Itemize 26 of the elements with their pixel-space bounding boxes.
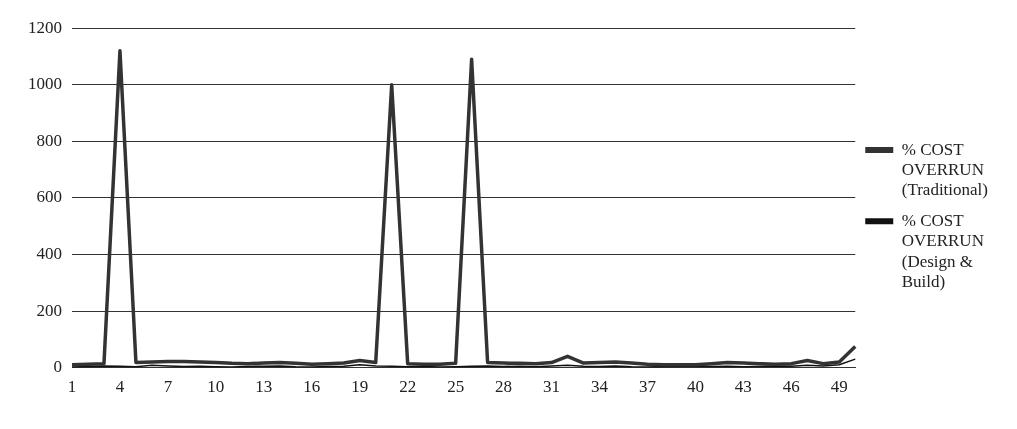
x-tick-label: 22: [399, 377, 417, 397]
x-tick-label: 7: [163, 377, 173, 397]
y-tick-label: 1000: [28, 74, 62, 94]
x-tick-label: 49: [830, 377, 848, 397]
y-tick-label: 200: [36, 300, 62, 320]
x-tick-label: 16: [303, 377, 321, 397]
legend-label: % COST OVERRUN (Traditional): [901, 139, 989, 200]
x-tick-label: 13: [255, 377, 273, 397]
y-tick-label: 400: [36, 243, 62, 263]
x-tick-label: 34: [590, 377, 609, 397]
y-tick-label: 1200: [28, 17, 62, 37]
x-tick-label: 40: [686, 377, 704, 397]
x-tick-label: 43: [734, 377, 752, 397]
legend-label: % COST OVERRUN (Design & Build): [901, 210, 984, 291]
y-tick-label: 800: [36, 130, 62, 150]
x-tick-label: 37: [638, 377, 657, 397]
x-tick-label: 28: [495, 377, 513, 397]
x-tick-label: 1: [67, 377, 77, 397]
x-tick-label: 19: [351, 377, 369, 397]
x-tick-label: 46: [782, 377, 800, 397]
x-tick-label: 25: [447, 377, 465, 397]
y-tick-label: 0: [53, 357, 62, 377]
x-tick-label: 4: [115, 377, 125, 397]
x-tick-label: 10: [207, 377, 225, 397]
x-tick-label: 31: [543, 377, 561, 397]
y-tick-label: 600: [36, 187, 62, 207]
